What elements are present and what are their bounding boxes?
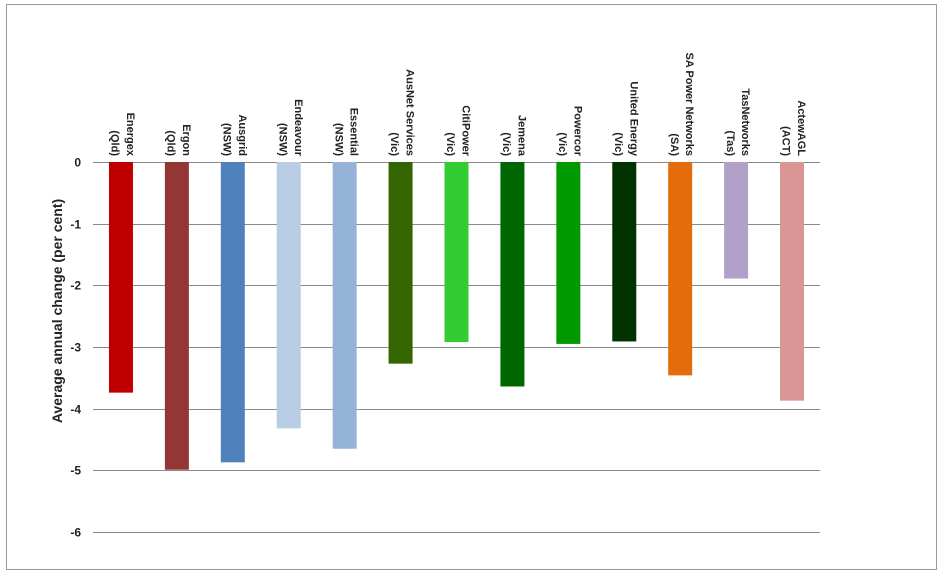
bar bbox=[220, 162, 245, 463]
category-label-line: (SA) bbox=[668, 133, 680, 156]
category-label-line: Energex bbox=[124, 113, 136, 157]
category-label-line: (ACT) bbox=[780, 126, 792, 156]
category-label-line: (Tas) bbox=[724, 131, 736, 157]
category-label-line: (NSW) bbox=[276, 123, 288, 156]
category-label-line: (NSW) bbox=[332, 123, 344, 156]
bar bbox=[500, 162, 525, 387]
bar bbox=[332, 162, 357, 449]
category-labels: Energex(Qld) Ergon(Qld) Ausgrid(NSW) Endeav… bbox=[109, 52, 807, 156]
bar bbox=[108, 162, 133, 393]
category-label-line: (Vic) bbox=[556, 132, 568, 156]
bar bbox=[444, 162, 469, 343]
category-label-line: (Vic) bbox=[612, 132, 624, 156]
category-label-line: TasNetworks bbox=[739, 88, 751, 156]
bar bbox=[668, 162, 693, 376]
category-label: SA Power Networks(SA) bbox=[668, 52, 695, 156]
category-label-line: Powercor bbox=[571, 106, 583, 157]
y-tick-label: -5 bbox=[70, 464, 81, 478]
y-axis-ticks: 0 -1 -2 -3 -4 -5 -6 bbox=[70, 156, 81, 540]
category-label: CitiPower (Vic) bbox=[444, 105, 471, 156]
category-label-line: (Qld) bbox=[109, 130, 121, 156]
category-label: Ergon(Qld) bbox=[165, 124, 192, 156]
y-tick-label: -4 bbox=[70, 403, 81, 417]
category-label: TasNetworks(Tas) bbox=[724, 88, 751, 156]
category-label: AusNet Services (Vic) bbox=[388, 69, 415, 156]
category-label-line: Jemena bbox=[515, 115, 527, 157]
bar bbox=[556, 162, 581, 344]
category-label-line: United Energy bbox=[627, 81, 639, 156]
category-label: Endeavour (NSW) bbox=[276, 99, 303, 157]
y-tick-label: -6 bbox=[70, 526, 81, 540]
category-label-line: SA Power Networks bbox=[683, 52, 695, 156]
bar bbox=[612, 162, 637, 342]
category-label-line: CitiPower bbox=[460, 105, 472, 156]
category-label: United Energy(Vic) bbox=[612, 81, 639, 156]
category-label: ActewAGL(ACT) bbox=[780, 100, 807, 156]
bars bbox=[108, 162, 805, 470]
category-label-line: (Qld) bbox=[165, 130, 177, 156]
category-label-line: Ausgrid bbox=[236, 114, 248, 156]
bar bbox=[276, 162, 301, 429]
y-tick-label: -1 bbox=[70, 218, 81, 232]
category-label: Powercor(Vic) bbox=[556, 106, 583, 157]
y-tick-label: -2 bbox=[70, 279, 81, 293]
y-axis-label: Average annual change (per cent) bbox=[49, 199, 65, 423]
category-label: Jemena(Vic) bbox=[500, 115, 527, 157]
bar bbox=[164, 162, 189, 470]
y-tick-label: 0 bbox=[74, 156, 81, 170]
bar bbox=[724, 162, 749, 279]
category-label-line: Essential bbox=[348, 108, 360, 156]
bar bbox=[388, 162, 413, 364]
category-label-line: (Vic) bbox=[500, 132, 512, 156]
category-label-line: Endeavour bbox=[292, 99, 304, 157]
bar bbox=[780, 162, 805, 401]
y-tick-label: -3 bbox=[70, 341, 81, 355]
category-label-line: (NSW) bbox=[220, 123, 232, 156]
category-label: Essential (NSW) bbox=[332, 108, 359, 157]
category-label-line: (Vic) bbox=[444, 132, 456, 156]
gridlines bbox=[93, 162, 820, 533]
category-label: Energex(Qld) bbox=[109, 113, 136, 157]
category-label-line: (Vic) bbox=[388, 132, 400, 156]
category-label-line: ActewAGL bbox=[795, 100, 807, 156]
category-label-line: Ergon bbox=[180, 124, 192, 156]
category-label: Ausgrid (NSW) bbox=[220, 114, 247, 156]
category-label-line: AusNet Services bbox=[404, 69, 416, 156]
